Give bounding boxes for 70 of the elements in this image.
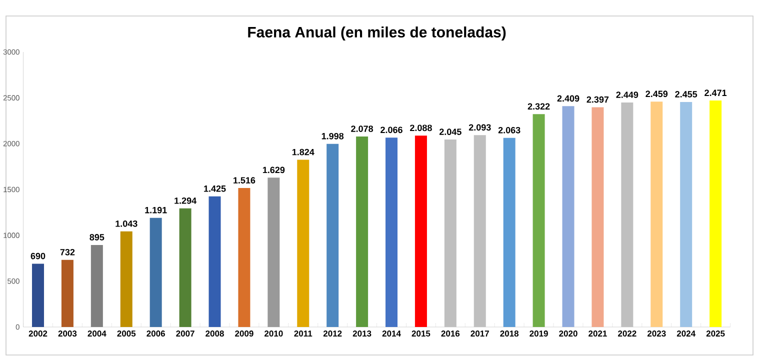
data-label: 1.043 — [116, 220, 138, 227]
x-tick-label: 2004 — [88, 330, 106, 337]
data-label: 2.449 — [616, 92, 638, 98]
x-tick-label: 2025 — [706, 330, 725, 337]
x-tick-label: 2024 — [676, 330, 696, 337]
data-label: 1.629 — [262, 166, 285, 174]
data-label: 895 — [90, 234, 104, 240]
data-label: 1.998 — [322, 132, 344, 140]
x-tick-label: 2013 — [352, 330, 372, 337]
data-label: 2.322 — [528, 103, 550, 110]
data-label: 1.425 — [204, 185, 226, 192]
data-label: 1.294 — [174, 197, 197, 204]
bar — [592, 107, 604, 327]
bar — [179, 208, 192, 327]
data-label: 2.397 — [586, 96, 609, 103]
bar — [386, 138, 398, 327]
data-label: 2.063 — [498, 126, 520, 134]
x-tick-label: 2022 — [618, 330, 636, 337]
x-tick-label: 2014 — [382, 330, 401, 337]
x-tick-label: 2015 — [412, 330, 430, 337]
x-tick-label: 2012 — [323, 330, 342, 337]
bar — [238, 188, 250, 327]
data-label: 2.045 — [439, 128, 462, 136]
data-label: 690 — [30, 252, 46, 260]
x-tick-label: 2009 — [235, 330, 254, 337]
bar — [503, 138, 516, 327]
bar — [61, 260, 74, 327]
x-tick-label: 2019 — [530, 330, 548, 337]
x-tick-label: 2018 — [500, 330, 519, 337]
x-tick-label: 2007 — [176, 330, 194, 337]
x-tick-label: 2011 — [294, 330, 312, 337]
data-label: 2.066 — [380, 126, 402, 134]
bar — [297, 160, 310, 327]
x-tick-label: 2016 — [441, 330, 460, 337]
data-label: 2.088 — [410, 124, 432, 132]
x-tick-label: 2017 — [470, 330, 489, 337]
data-label: 1.516 — [234, 177, 256, 184]
bar — [326, 144, 339, 327]
bar — [650, 102, 663, 327]
bar — [414, 136, 427, 327]
data-label: 2.455 — [675, 91, 698, 98]
x-tick-label: 2006 — [146, 330, 165, 337]
bar — [90, 244, 103, 327]
bar — [32, 264, 44, 327]
data-label: 1.824 — [292, 148, 314, 156]
bar — [680, 102, 692, 327]
data-label: 2.093 — [468, 124, 491, 131]
bar — [710, 100, 722, 327]
x-tick-label: 2010 — [264, 330, 283, 337]
bar — [356, 136, 368, 327]
data-label: 2.409 — [557, 95, 580, 102]
x-tick-label: 2003 — [58, 330, 77, 337]
x-tick-label: 2002 — [28, 330, 48, 337]
x-tick-label: 2005 — [117, 330, 136, 337]
data-label: 2.459 — [646, 90, 668, 98]
x-tick-label: 2020 — [559, 330, 578, 337]
bar — [268, 178, 280, 327]
bar — [562, 106, 574, 327]
x-tick-label: 2021 — [588, 330, 607, 337]
data-label: 2.471 — [704, 90, 727, 96]
data-label: 732 — [60, 248, 75, 256]
data-label: 1.191 — [145, 206, 167, 214]
bar — [532, 114, 545, 327]
x-tick-label: 2023 — [647, 330, 666, 337]
bar — [150, 218, 162, 327]
bar — [208, 196, 221, 327]
x-tick-label: 2008 — [206, 330, 224, 337]
chart-title: Faena Anual (en miles de toneladas) — [248, 26, 506, 40]
bar — [120, 231, 132, 327]
data-label: 2.078 — [351, 126, 374, 132]
